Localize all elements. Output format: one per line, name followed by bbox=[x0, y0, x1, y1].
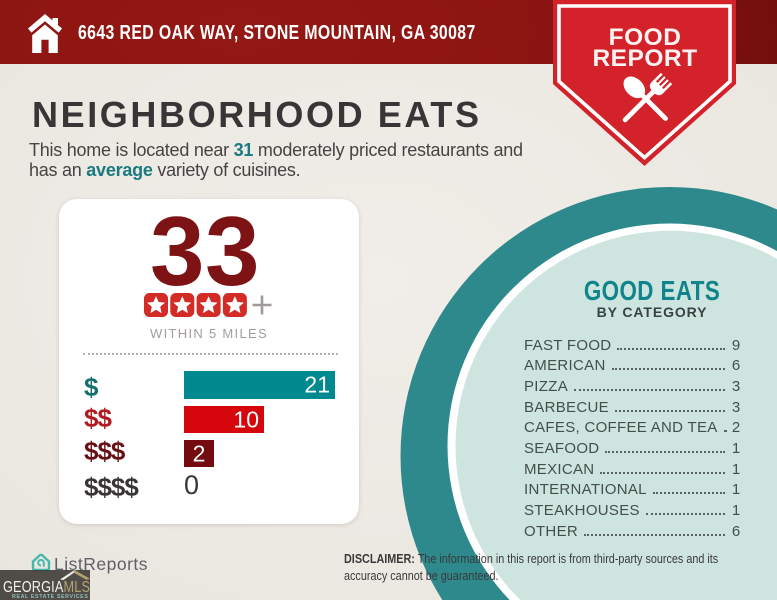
svg-text:FOOD: FOOD bbox=[609, 24, 682, 51]
svg-text:REPORT: REPORT bbox=[592, 45, 697, 72]
